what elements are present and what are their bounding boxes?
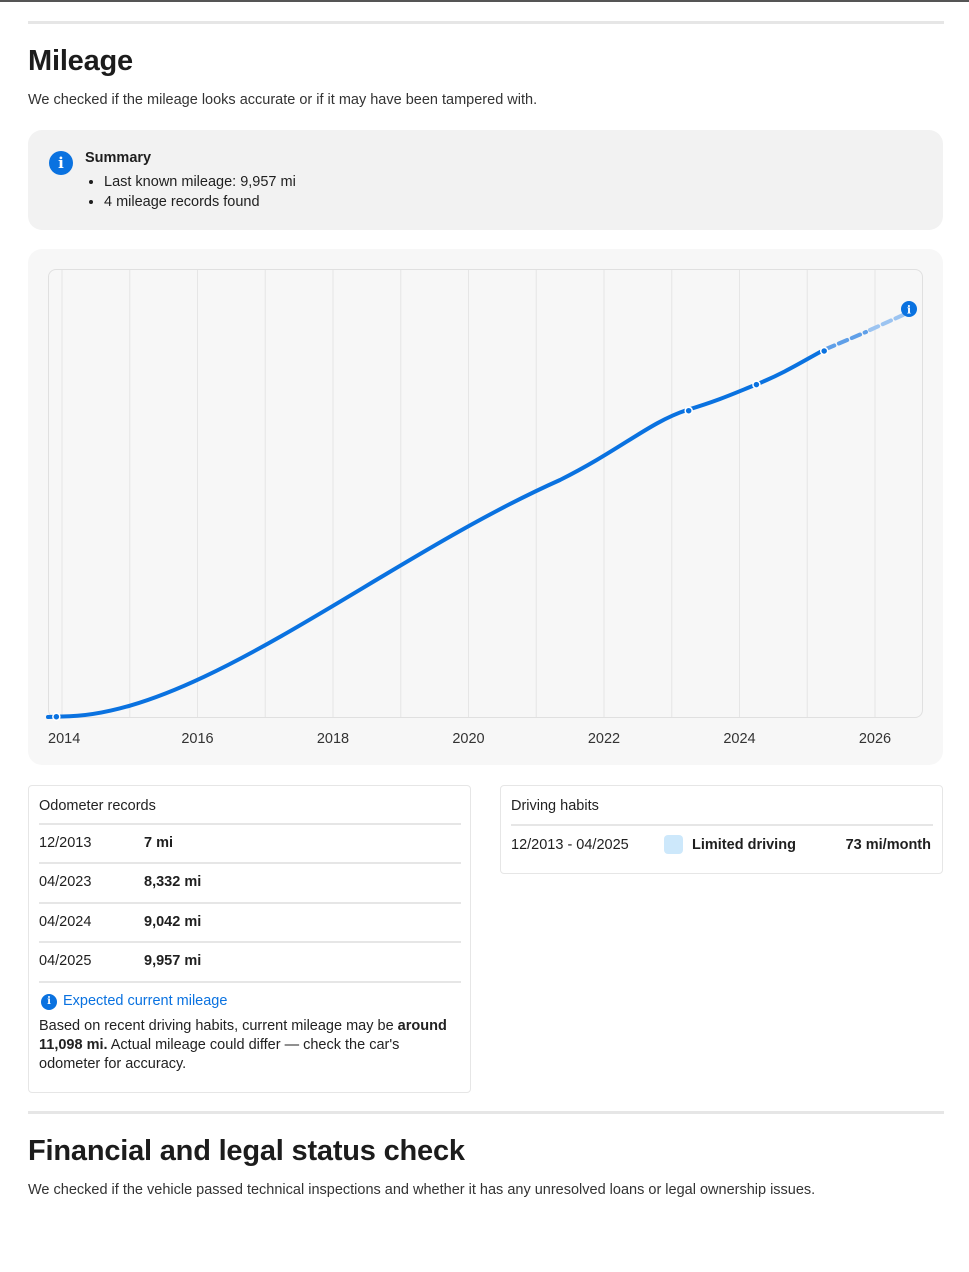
habits-color-swatch [664,835,683,854]
x-axis-tick-label: 2024 [723,731,756,747]
expected-mileage-link[interactable]: Expected current mileage [63,993,228,1009]
odometer-row: 04/2025 9,957 mi [39,941,461,980]
habits-rate: 73 mi/month [845,837,931,853]
section-divider [28,21,944,24]
financial-subtitle: We checked if the vehicle passed technic… [28,1182,816,1198]
odometer-row: 04/2023 8,332 mi [39,862,461,901]
expected-text-start: Based on recent driving habits, current … [39,1018,398,1034]
projected-mileage-line [824,330,868,351]
financial-heading: Financial and legal status check [28,1135,465,1167]
mileage-record-point[interactable] [52,712,61,721]
summary-item: Last known mileage: 9,957 mi [104,173,296,193]
x-axis-tick-label: 2026 [858,731,892,747]
top-border [0,0,969,2]
projected-mileage-line [868,313,905,332]
odometer-value: 7 mi [144,835,174,851]
x-axis-tick-label: 2016 [181,731,214,747]
habits-label: Limited driving [692,837,796,853]
summary-box: i Summary Last known mileage: 9,957 mi 4… [28,130,943,230]
odometer-date: 04/2025 [39,953,92,969]
odometer-value: 9,042 mi [144,914,202,930]
plot-area [48,269,923,718]
row-divider [39,981,461,983]
odometer-records-title: Odometer records [39,798,156,814]
mileage-subtitle: We checked if the mileage looks accurate… [28,92,538,108]
odometer-value: 8,332 mi [144,874,202,890]
x-axis-tick-label: 2022 [587,731,621,747]
driving-habits-title: Driving habits [511,798,599,814]
x-axis-tick-label: 2014 [48,731,81,747]
odometer-date: 12/2013 [39,835,92,851]
x-axis-tick-label: 2018 [316,731,350,747]
mileage-record-point[interactable] [684,406,693,415]
recorded-mileage-line [46,349,824,719]
odometer-row: 04/2024 9,042 mi [39,902,461,941]
summary-item: 4 mileage records found [104,193,296,213]
odometer-records-card: Odometer records 12/2013 7 mi 04/2023 8,… [28,785,471,1093]
odometer-row: 12/2013 7 mi [39,823,461,862]
summary-list: Last known mileage: 9,957 mi 4 mileage r… [104,173,296,212]
mileage-heading: Mileage [28,45,133,77]
section-divider [28,1111,944,1114]
svg-text:i: i [907,304,911,317]
expected-mileage-text: Based on recent driving habits, current … [39,1017,459,1074]
expected-mileage-value: around 11,098 mi. [39,1018,447,1053]
odometer-value: 9,957 mi [144,953,202,969]
odometer-date: 04/2023 [39,874,92,890]
info-icon: i [49,151,73,175]
mileage-chart: i [46,270,917,721]
row-divider [511,824,933,826]
info-icon: i [41,994,57,1010]
odometer-date: 04/2024 [39,914,92,930]
habits-date-range: 12/2013 - 04/2025 [511,837,629,853]
summary-title: Summary [85,150,152,166]
mileage-record-point[interactable] [752,380,761,389]
mileage-record-point[interactable] [819,346,829,356]
x-axis-tick-label: 2020 [452,731,485,747]
driving-habits-card: Driving habits 12/2013 - 04/2025 Limited… [500,785,943,874]
projection-info-icon[interactable]: i [901,301,917,317]
expected-text-end: Actual mileage could differ — check the … [39,1037,400,1072]
